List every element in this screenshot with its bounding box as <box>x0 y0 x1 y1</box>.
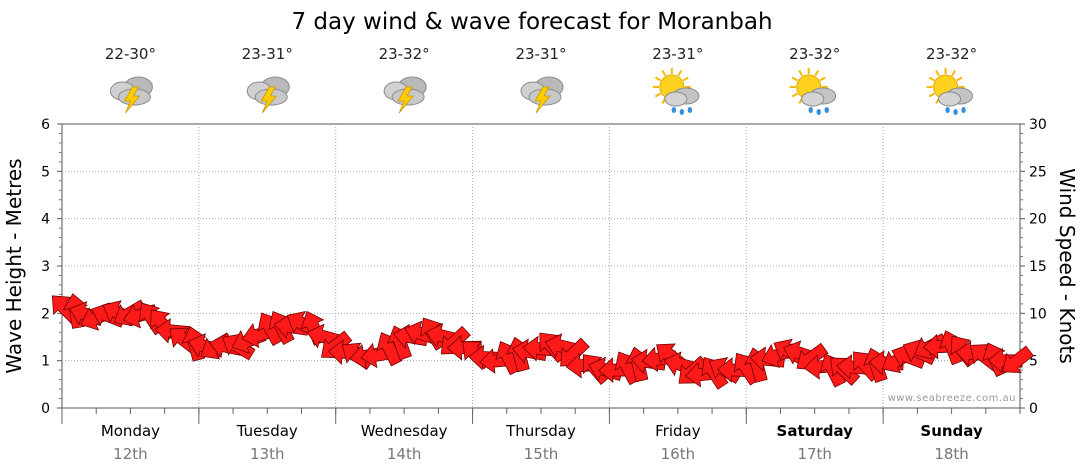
left-tick-label: 6 <box>41 117 50 133</box>
day-date: 15th <box>524 445 558 463</box>
thunderstorm-icon <box>520 76 564 114</box>
left-axis-ticks: 0 1 2 3 4 5 6 <box>41 117 62 417</box>
right-tick-label: 0 <box>1029 401 1038 417</box>
left-tick-label: 1 <box>41 354 50 370</box>
right-tick-label: 20 <box>1029 212 1047 228</box>
wind-speed-series <box>51 293 1034 390</box>
day-date: 14th <box>387 445 421 463</box>
right-tick-label: 5 <box>1029 354 1038 370</box>
sun-showers-icon <box>926 68 974 115</box>
day-name: Monday <box>101 422 160 440</box>
right-axis-title: Wind Speed - Knots <box>1055 168 1079 364</box>
chart-title: 7 day wind & wave forecast for Moranbah <box>291 9 772 35</box>
day-name: Sunday <box>920 422 983 440</box>
day-date: 18th <box>934 445 968 463</box>
day-labels: Monday 12th Tuesday 13th Wednesday 14th Thursd… <box>61 408 1021 463</box>
left-tick-label: 4 <box>41 212 50 228</box>
left-tick-label: 0 <box>41 401 50 417</box>
thunderstorm-icon <box>246 76 290 114</box>
weather-icons <box>109 68 974 115</box>
thunderstorm-icon <box>383 76 427 114</box>
day-date: 17th <box>797 445 831 463</box>
day-date: 13th <box>250 445 284 463</box>
left-axis-title: Wave Height - Metres <box>2 158 26 373</box>
wind-arrow <box>1002 345 1034 374</box>
thunderstorm-icon <box>109 76 153 114</box>
day-name: Friday <box>655 422 701 440</box>
temperature-range: 22-30° <box>105 45 156 63</box>
temperature-range: 23-32° <box>926 45 977 63</box>
temperature-range: 23-31° <box>515 45 566 63</box>
temperature-range: 23-31° <box>652 45 703 63</box>
sun-showers-icon <box>789 68 837 115</box>
left-tick-label: 3 <box>41 259 50 275</box>
sun-showers-icon <box>652 68 700 115</box>
day-date: 12th <box>113 445 147 463</box>
day-date: 16th <box>661 445 695 463</box>
temperature-range: 23-32° <box>379 45 430 63</box>
temperature-range: 23-31° <box>242 45 293 63</box>
day-name: Wednesday <box>361 422 448 440</box>
left-tick-label: 5 <box>41 164 50 180</box>
right-tick-label: 30 <box>1029 117 1047 133</box>
right-tick-label: 15 <box>1029 259 1047 275</box>
temperature-range: 23-32° <box>789 45 840 63</box>
right-tick-label: 10 <box>1029 306 1047 322</box>
right-axis-ticks: 0 5 10 15 20 25 30 <box>1020 117 1047 417</box>
day-name: Thursday <box>505 422 576 440</box>
right-tick-label: 25 <box>1029 164 1047 180</box>
left-tick-label: 2 <box>41 306 50 322</box>
grid-lines <box>62 124 1020 408</box>
watermark: www.seabreeze.com.au <box>888 393 1016 404</box>
temperature-labels: 22-30° 23-31° 23-32° 23-31° 23-31° 23-32° 23-3… <box>105 45 977 63</box>
day-name: Tuesday <box>236 422 298 440</box>
day-name: Saturday <box>777 422 854 440</box>
